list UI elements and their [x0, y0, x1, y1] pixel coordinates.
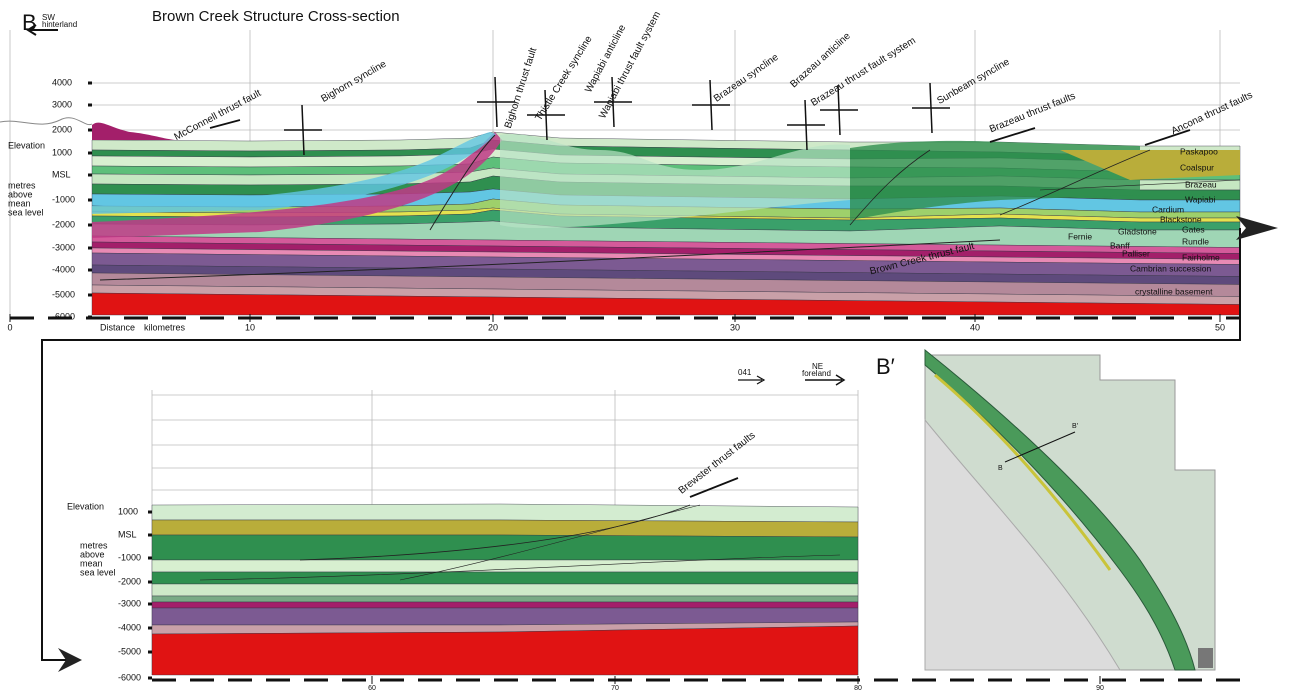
distance-tick-label: 60	[368, 685, 376, 690]
rock-layer	[152, 584, 858, 596]
formation-label: Cambrian succession	[1130, 263, 1212, 273]
elevation-tick-label: -4000	[118, 622, 141, 632]
elevation-tick-label: -6000	[52, 311, 75, 321]
elevation-tick-label: 3000	[52, 99, 72, 109]
formation-label: Fernie	[1068, 231, 1092, 241]
title: Brown Creek Structure Cross-section	[152, 8, 400, 25]
units-label: sea level	[80, 567, 116, 577]
elevation-tick-label: 4000	[52, 77, 72, 87]
distance-tick-label: 10	[245, 322, 255, 332]
distance-tick-label: 30	[730, 322, 740, 332]
panel-label: B	[22, 10, 37, 35]
elevation-tick-label: -5000	[52, 289, 75, 299]
formation-label: Cardium	[1152, 204, 1184, 214]
formation-label: Rundle	[1182, 236, 1209, 246]
distance-tick-label: 50	[1215, 322, 1225, 332]
formation-label: Paskapoo	[1180, 146, 1218, 156]
cross-section-figure: B SW hinterland Brown Creek Structure Cr…	[0, 0, 1293, 690]
rock-layer	[152, 560, 858, 572]
elevation-tick-label: -5000	[118, 646, 141, 656]
section-label: 041	[738, 368, 752, 377]
rock-layer	[152, 608, 858, 625]
elevation-label: Elevation	[67, 501, 104, 511]
elevation-tick-label: -2000	[118, 576, 141, 586]
rock-layer	[152, 572, 858, 584]
elevation-label: Elevation	[8, 140, 45, 150]
formation-label: Blackstone	[1160, 214, 1202, 224]
panel-label: B′	[876, 354, 895, 379]
elevation-tick-label: 1000	[118, 506, 138, 516]
elevation-tick-label: -1000	[118, 552, 141, 562]
elevation-tick-label: 1000	[52, 147, 72, 157]
distance-tick-label: 40	[970, 322, 980, 332]
direction-name: hinterland	[42, 20, 77, 29]
elevation-tick-label: -3000	[118, 598, 141, 608]
structure-label: Sunbeam syncline	[935, 56, 1012, 107]
rock-layer	[152, 626, 858, 675]
structure-label: Brazeau syncline	[712, 52, 781, 105]
rock-layer	[152, 602, 858, 608]
direction-name: foreland	[802, 369, 831, 378]
distance-label: Distance	[100, 322, 135, 332]
elevation-tick-label: MSL	[52, 169, 71, 179]
structure-label: Brazeau thrust fault system	[809, 35, 918, 109]
elevation-tick-label: -4000	[52, 264, 75, 274]
distance-tick-label: 70	[611, 685, 619, 690]
rock-layer	[152, 596, 858, 602]
direction-arrow	[738, 376, 764, 384]
topography-line	[0, 118, 92, 125]
distance-tick-label: 90	[1096, 685, 1104, 690]
elevation-tick-label: -1000	[52, 194, 75, 204]
formation-label: Gates	[1182, 224, 1205, 234]
distance-units: kilometres	[144, 322, 186, 332]
distance-tick-label: 80	[854, 685, 862, 690]
formation-label: Brazeau	[1185, 179, 1217, 189]
units-label: sea level	[8, 207, 44, 217]
formation-label: Coalspur	[1180, 162, 1214, 172]
formation-label: Wapiabi	[1185, 194, 1216, 204]
elevation-tick-label: -3000	[52, 242, 75, 252]
distance-tick-label: 20	[488, 322, 498, 332]
map-label: B′	[1072, 423, 1079, 430]
topography	[92, 123, 175, 140]
formation-label: Palliser	[1122, 248, 1150, 258]
rock-layer	[152, 504, 858, 522]
structure-label: Thistle Creek syncline	[533, 34, 594, 123]
connector-arrow	[1236, 216, 1278, 240]
map-label: B	[998, 465, 1003, 472]
elevation-tick-label: 2000	[52, 124, 72, 134]
rock-layer	[152, 520, 858, 537]
structure-label: Bighorn syncline	[319, 58, 388, 104]
map-inset	[1198, 648, 1213, 668]
formation-label: Gladstone	[1118, 226, 1157, 236]
formation-label: Fairholme	[1182, 252, 1220, 262]
formation-label: crystalline basement	[1135, 286, 1213, 296]
elevation-tick-label: -2000	[52, 219, 75, 229]
elevation-tick-label: MSL	[118, 529, 137, 539]
distance-tick-label: 0	[7, 322, 12, 332]
elevation-tick-label: -6000	[118, 672, 141, 682]
